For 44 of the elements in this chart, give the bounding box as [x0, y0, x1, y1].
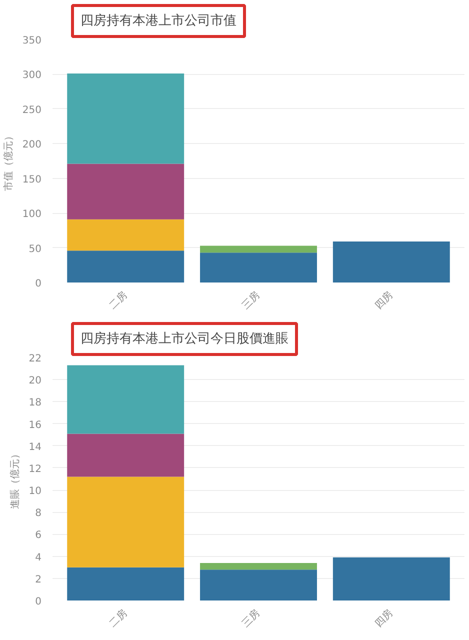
- y-tick-label: 12: [28, 464, 42, 475]
- bar: [67, 567, 184, 600]
- bar: [200, 252, 317, 282]
- y-tick-label: 300: [22, 70, 42, 82]
- x-tick-label: 二房: [106, 606, 130, 630]
- y-tick-label: 2: [35, 574, 42, 586]
- y-tick-label: 22: [28, 354, 42, 364]
- y-axis-title: 市值（億元）: [2, 131, 14, 191]
- y-tick-label: 100: [22, 209, 42, 220]
- bar: [67, 250, 184, 282]
- y-tick-label: 16: [28, 420, 42, 431]
- y-tick-label: 50: [28, 244, 42, 255]
- bar: [67, 434, 184, 477]
- bar: [332, 557, 450, 600]
- y-tick-label: 0: [35, 278, 42, 290]
- x-tick-label: 二房: [106, 288, 130, 312]
- x-tick-label: 三房: [240, 606, 262, 630]
- y-tick-label: 150: [22, 174, 42, 186]
- bar: [67, 164, 184, 220]
- y-tick-label: 0: [35, 596, 42, 608]
- chart-title: 四房持有本港上市公司市值: [80, 12, 236, 28]
- bar: [67, 219, 184, 251]
- y-tick-label: 14: [28, 442, 42, 453]
- bar: [67, 74, 184, 164]
- y-tick-label: 10: [28, 486, 42, 498]
- chart-title: 四房持有本港上市公司今日股價進賬: [80, 330, 288, 346]
- bar: [200, 562, 317, 570]
- y-tick-label: 350: [22, 36, 42, 46]
- y-tick-label: 8: [35, 508, 42, 520]
- y-tick-label: 4: [35, 552, 42, 564]
- bar: [200, 570, 317, 600]
- y-tick-label: 250: [22, 104, 42, 116]
- x-tick-label: 四房: [372, 606, 396, 630]
- bar: [200, 246, 317, 253]
- bar: [332, 242, 450, 282]
- x-tick-label: 四房: [372, 288, 396, 312]
- y-tick-label: 200: [22, 140, 42, 151]
- bar: [67, 476, 184, 568]
- x-tick-label: 三房: [240, 288, 262, 312]
- y-axis-title: 進賬（億元）: [8, 449, 21, 509]
- y-tick-label: 20: [28, 376, 42, 387]
- y-tick-label: 18: [28, 398, 42, 409]
- bar: [67, 365, 184, 434]
- y-tick-label: 6: [35, 530, 42, 542]
